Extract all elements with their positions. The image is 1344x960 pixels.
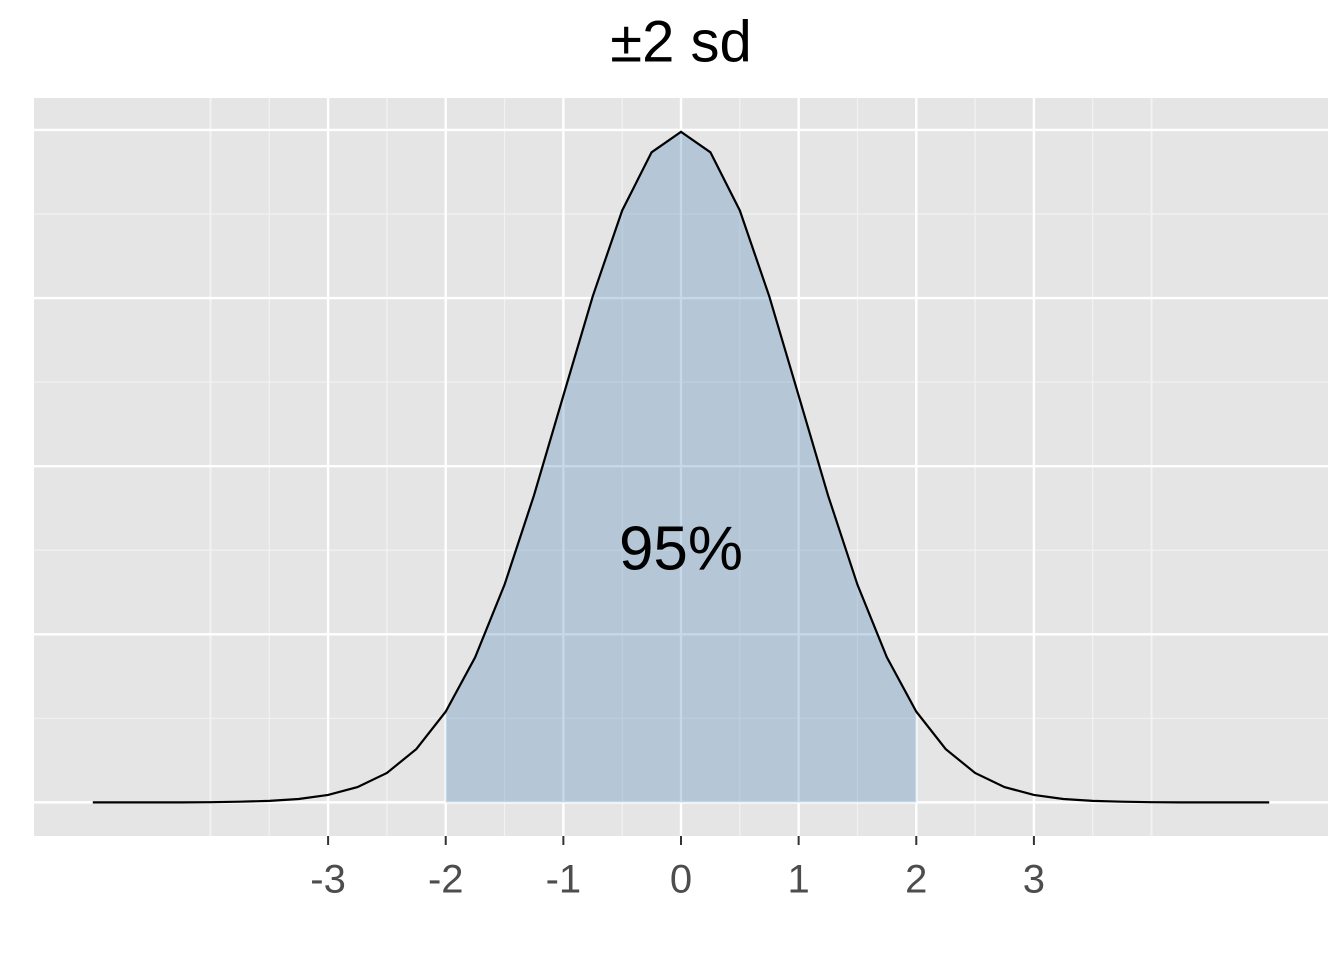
x-tick-label: -3: [310, 858, 346, 902]
x-tick-label: 3: [1023, 858, 1045, 902]
x-tick-label: -1: [546, 858, 582, 902]
shaded-region: [445, 131, 917, 803]
chart-title: ±2 sd: [610, 9, 751, 74]
x-tick-label: -2: [428, 858, 464, 902]
x-tick-label: 0: [670, 858, 692, 902]
x-tick-label: 2: [905, 858, 927, 902]
density-curve: [92, 130, 1270, 804]
x-tick-label: 1: [788, 858, 810, 902]
annotation: 95%: [619, 514, 743, 583]
